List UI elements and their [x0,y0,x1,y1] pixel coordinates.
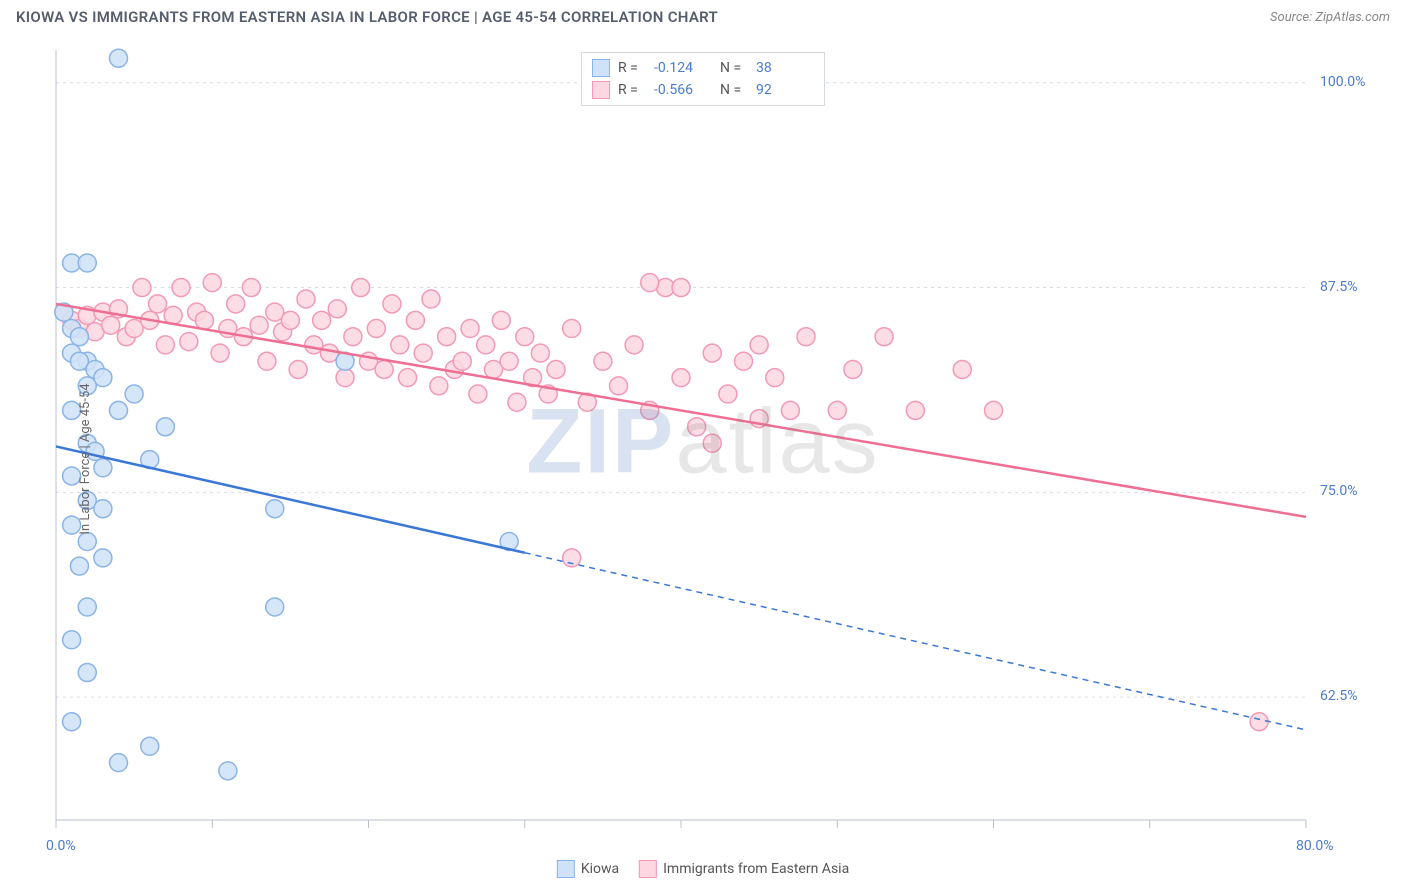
swatch-kiowa [557,860,575,878]
r-label: R = [618,60,646,76]
y-axis-value: 87.5% [1320,279,1358,295]
r-label: R = [618,82,646,98]
source-attribution: Source: ZipAtlas.com [1270,10,1390,25]
swatch-kiowa [592,59,610,77]
scatter-chart [16,42,1396,870]
y-axis-value: 100.0% [1320,74,1365,90]
chart-title: KIOWA VS IMMIGRANTS FROM EASTERN ASIA IN… [16,8,718,26]
legend-label-immigrants: Immigrants from Eastern Asia [663,861,849,877]
n-label: N = [720,60,748,76]
legend-label-kiowa: Kiowa [581,861,619,877]
n-value-kiowa: 38 [756,60,814,76]
x-axis-value: 0.0% [46,838,76,854]
legend-row-kiowa: R = -0.124 N = 38 [592,57,814,79]
r-value-immigrants: -0.566 [654,82,712,98]
correlation-legend: R = -0.124 N = 38 R = -0.566 N = 92 [581,52,825,106]
y-axis-value: 62.5% [1320,688,1358,704]
n-label: N = [720,82,748,98]
legend-row-immigrants: R = -0.566 N = 92 [592,79,814,101]
legend-item-kiowa: Kiowa [557,860,619,878]
y-axis-label: In Labor Force | Age 45-54 [78,383,93,534]
swatch-immigrants [639,860,657,878]
chart-container: In Labor Force | Age 45-54 ZIPatlas R = … [16,42,1390,876]
legend-item-immigrants: Immigrants from Eastern Asia [639,860,849,878]
r-value-kiowa: -0.124 [654,60,712,76]
series-legend: Kiowa Immigrants from Eastern Asia [557,860,849,878]
swatch-immigrants [592,81,610,99]
x-axis-value: 80.0% [1296,838,1334,854]
n-value-immigrants: 92 [756,82,814,98]
y-axis-value: 75.0% [1320,483,1358,499]
header: KIOWA VS IMMIGRANTS FROM EASTERN ASIA IN… [0,0,1406,30]
